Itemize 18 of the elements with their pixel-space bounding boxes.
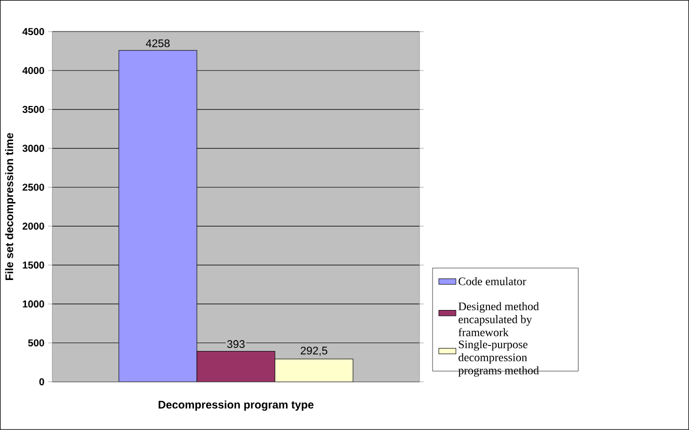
y-tick-label: 2000 <box>22 222 44 230</box>
data-label: 4258 <box>146 39 170 48</box>
data-label: 292,5 <box>300 346 328 356</box>
x-axis-title: Decompression program type <box>158 400 314 411</box>
y-axis-title: File set decompression time <box>5 133 16 280</box>
y-tick-label: 1000 <box>22 300 44 308</box>
y-tick-label: 500 <box>28 339 44 346</box>
legend-label: Single-purpose decompression programs method <box>458 340 539 377</box>
y-tick-label: 3500 <box>22 106 44 114</box>
y-tick-label: 2500 <box>22 184 44 191</box>
legend-label: Designed method encapsulated by framework <box>458 302 539 336</box>
y-tick-label: 0 <box>39 378 44 386</box>
data-label: 393 <box>227 340 245 348</box>
y-tick-label: 1500 <box>22 262 44 269</box>
y-tick-label: 4500 <box>22 28 44 36</box>
y-tick-label: 4000 <box>22 67 44 74</box>
y-tick-label: 3000 <box>22 144 44 152</box>
legend-label: Code emulator <box>458 277 526 286</box>
